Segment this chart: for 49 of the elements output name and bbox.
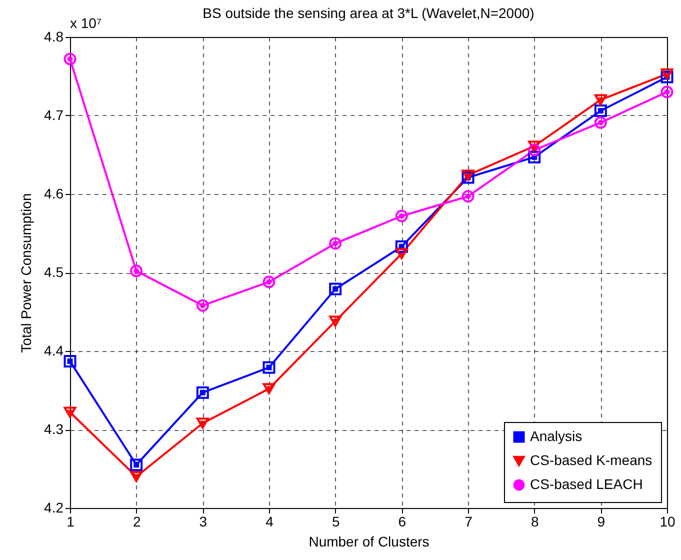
point	[594, 104, 607, 118]
y-tick-label: 4.8	[44, 28, 64, 44]
x-tick-label: 4	[266, 514, 274, 530]
x-tick-label: 1	[66, 514, 75, 530]
point	[196, 418, 209, 429]
point	[130, 471, 143, 482]
legend-label: CS-based K-means	[530, 452, 652, 468]
chart-title: BS outside the sensing area at 3*L (Wavelet,N=2000)	[202, 5, 534, 21]
y-tick-label: 4.7	[44, 107, 64, 123]
point	[395, 210, 408, 222]
point	[395, 240, 408, 253]
y-tick-label: 4.2	[44, 500, 64, 516]
point	[196, 299, 209, 312]
point	[660, 86, 674, 98]
point	[130, 458, 143, 472]
point	[262, 276, 276, 288]
y-tick-label: 4.3	[44, 421, 64, 437]
point	[64, 52, 76, 66]
y-axis-title: Total Power Consumption	[18, 193, 34, 353]
point	[594, 94, 607, 106]
y-tick-label: 4.5	[44, 264, 64, 280]
y-tick-label: 4.6	[44, 186, 64, 202]
point	[64, 406, 76, 418]
point	[196, 386, 209, 399]
x-tick-label: 10	[660, 514, 676, 530]
point	[130, 264, 143, 278]
point	[262, 383, 276, 394]
x-tick-label: 5	[332, 514, 340, 530]
x-tick-label: 9	[597, 514, 606, 530]
point	[329, 316, 342, 327]
point	[329, 282, 342, 296]
point	[462, 170, 474, 181]
point	[262, 361, 276, 374]
point	[329, 237, 342, 250]
text: x 10⁷	[70, 15, 102, 31]
x-axis-title: Number of Clusters	[308, 534, 430, 550]
x-tick-label: 6	[398, 514, 406, 530]
legend-label: CS-based LEACH	[530, 476, 643, 492]
x-tick-label: 7	[464, 514, 473, 530]
point	[660, 68, 674, 80]
point	[64, 354, 76, 368]
x-tick-label: 2	[132, 514, 141, 530]
point	[594, 116, 607, 129]
y-tick-label: 4.4	[44, 342, 64, 358]
legend-label: Analysis	[530, 428, 582, 444]
x-tick-label: 3	[199, 514, 208, 530]
x-tick-label: 8	[530, 514, 539, 530]
point	[462, 190, 474, 203]
point	[528, 150, 541, 164]
